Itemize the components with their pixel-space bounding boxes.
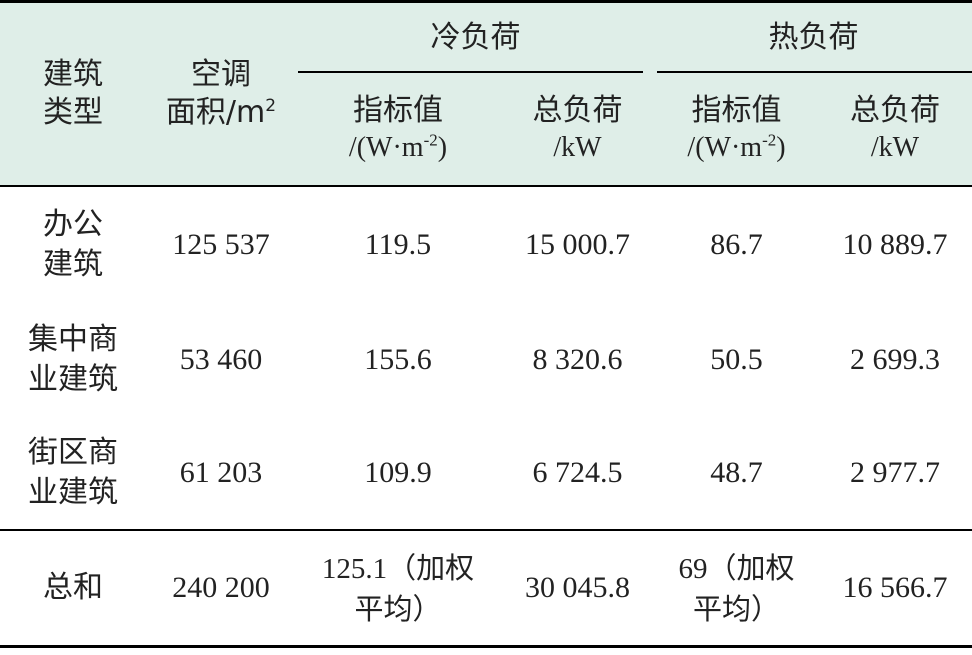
cold-total-header: 总负荷 /kW [500, 73, 655, 186]
area-cell: 61 203 [179, 455, 263, 489]
total-cold-total-cell: 30 045.8 [500, 529, 655, 648]
cold-total-header-label: 总负荷 [532, 93, 623, 128]
building-type-line1: 办公 [43, 207, 103, 242]
total-cold-index-cell: 125.1（加权 平均） [296, 529, 500, 648]
building-type-cell: 办公 建筑 [0, 186, 146, 303]
table-row: 办公 建筑 125 537 119.5 15 000.7 86.7 10 889… [0, 186, 972, 303]
heat-load-group-underline [657, 71, 972, 73]
heat-index-cell: 48.7 [710, 455, 763, 489]
cold-index-header-label: 指标值 [353, 93, 443, 128]
cold-index-unit-sup: -2 [423, 130, 438, 150]
heat-total-header-unit: /kW [870, 132, 920, 163]
heat-index-unit-pre: /(W·m [687, 132, 763, 163]
total-label-cell: 总和 [0, 529, 146, 648]
area-header-unit: 面积/m [165, 95, 266, 130]
area-header-line2: 面积/m2 [146, 94, 296, 132]
heat-index-header: 指标值 /(W·m-2) [655, 73, 818, 186]
table-header: 建筑 类型 空调 面积/m2 冷负荷 热负荷 指标值 /(W·m-2) 总负 [0, 1, 972, 186]
total-row: 总和 240 200 125.1（加权 平均） 30 045.8 69（加权 平… [0, 529, 972, 648]
cold-index-cell: 109.9 [364, 455, 432, 489]
area-header-line1: 空调 [191, 57, 251, 92]
cold-total-cell: 15 000.7 [525, 228, 630, 261]
heat-total-cell: 2 977.7 [850, 455, 940, 489]
total-cold-index-note2: 平均） [354, 591, 442, 626]
cold-total-cell: 8 320.6 [532, 342, 623, 376]
total-cold-index-note1: （加权 [387, 550, 475, 585]
total-heat-index-line1: 69（加权 [655, 548, 818, 589]
building-type-line2: 业建筑 [28, 361, 118, 397]
area-cell: 125 537 [172, 228, 270, 261]
building-type-line1: 街区商 [28, 434, 118, 470]
building-type-line1: 集中商 [28, 321, 118, 357]
building-type-cell: 街区商 业建筑 [0, 416, 146, 530]
building-type-cell: 集中商 业建筑 [0, 303, 146, 416]
cold-index-header-unit: /(W·m-2) [296, 130, 500, 166]
heat-index-unit-post: ) [776, 132, 786, 163]
table-body: 办公 建筑 125 537 119.5 15 000.7 86.7 10 889… [0, 186, 972, 648]
total-cold-index-line1: 125.1（加权 [296, 548, 500, 589]
heat-total-header-label: 总负荷 [850, 93, 940, 128]
cold-load-group-label: 冷负荷 [430, 20, 521, 55]
cold-index-unit-post: ) [437, 132, 448, 163]
total-heat-index-note2: 平均） [692, 591, 780, 626]
cold-index-header: 指标值 /(W·m-2) [296, 73, 500, 186]
cold-total-cell: 6 724.5 [532, 455, 623, 489]
heat-load-group-header: 热负荷 [655, 1, 972, 73]
building-type-line2: 业建筑 [28, 474, 118, 510]
cold-load-group-header: 冷负荷 [296, 1, 655, 73]
building-type-line2: 建筑 [43, 247, 103, 282]
header-row-1: 建筑 类型 空调 面积/m2 冷负荷 热负荷 [0, 1, 972, 186]
heat-total-header: 总负荷 /kW [818, 73, 972, 186]
header-row-2: 指标值 /(W·m-2) 总负荷 /kW 指标值 /(W·m-2) 总负荷 /k… [0, 73, 972, 186]
area-cell: 53 460 [179, 342, 263, 376]
heat-load-group-label: 热负荷 [768, 20, 859, 55]
heat-total-cell: 2 699.3 [850, 342, 940, 376]
heat-index-cell: 86.7 [710, 228, 763, 261]
total-heat-index-note1: （加权 [707, 550, 795, 585]
building-type-header-line2: 类型 [43, 95, 103, 130]
heat-index-header-unit: /(W·m-2) [655, 130, 818, 166]
heat-index-header-label: 指标值 [691, 93, 782, 128]
building-type-header-line1: 建筑 [43, 57, 103, 92]
cold-index-cell: 155.6 [364, 342, 432, 376]
total-cold-index-value: 125.1 [321, 552, 388, 585]
building-type-header: 建筑 类型 [0, 1, 146, 186]
cold-total-header-unit: /kW [553, 132, 602, 163]
total-heat-total-cell: 16 566.7 [818, 529, 972, 648]
total-area-cell: 240 200 [146, 529, 296, 648]
cold-index-unit-pre: /(W·m [348, 132, 424, 163]
heat-index-cell: 50.5 [710, 342, 763, 376]
heat-index-unit-sup: -2 [762, 130, 777, 150]
heat-total-cell: 10 889.7 [842, 228, 948, 261]
total-heat-index-value: 69 [678, 552, 708, 585]
cold-index-cell: 119.5 [364, 228, 432, 261]
total-heat-index-cell: 69（加权 平均） [655, 529, 818, 648]
cold-load-group-underline [298, 71, 643, 73]
area-header-sup: 2 [265, 96, 277, 116]
table-row: 集中商 业建筑 53 460 155.6 8 320.6 50.5 2 699.… [0, 303, 972, 416]
table-row: 街区商 业建筑 61 203 109.9 6 724.5 48.7 2 977.… [0, 416, 972, 530]
area-header: 空调 面积/m2 [146, 1, 296, 186]
